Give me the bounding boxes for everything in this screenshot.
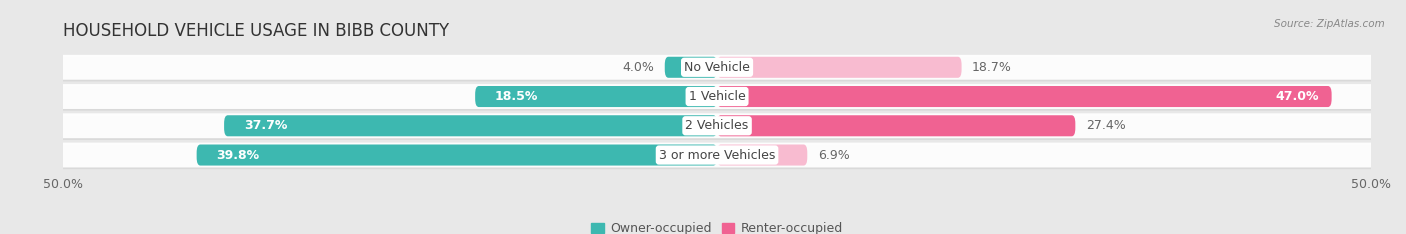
Text: 37.7%: 37.7% — [243, 119, 287, 132]
FancyBboxPatch shape — [56, 113, 1378, 138]
Text: 6.9%: 6.9% — [818, 149, 849, 161]
Text: No Vehicle: No Vehicle — [685, 61, 749, 74]
Text: 18.5%: 18.5% — [495, 90, 538, 103]
FancyBboxPatch shape — [56, 115, 1378, 140]
FancyBboxPatch shape — [197, 144, 717, 166]
FancyBboxPatch shape — [665, 57, 717, 78]
Text: 1 Vehicle: 1 Vehicle — [689, 90, 745, 103]
FancyBboxPatch shape — [56, 86, 1378, 111]
FancyBboxPatch shape — [224, 115, 717, 136]
FancyBboxPatch shape — [717, 144, 807, 166]
Text: 39.8%: 39.8% — [217, 149, 259, 161]
Text: 27.4%: 27.4% — [1085, 119, 1126, 132]
FancyBboxPatch shape — [56, 143, 1378, 168]
FancyBboxPatch shape — [56, 144, 1378, 169]
Text: 4.0%: 4.0% — [623, 61, 654, 74]
Text: 2 Vehicles: 2 Vehicles — [686, 119, 748, 132]
Text: 3 or more Vehicles: 3 or more Vehicles — [659, 149, 775, 161]
FancyBboxPatch shape — [717, 57, 962, 78]
FancyBboxPatch shape — [56, 55, 1378, 80]
Text: 47.0%: 47.0% — [1275, 90, 1319, 103]
FancyBboxPatch shape — [717, 115, 1076, 136]
Legend: Owner-occupied, Renter-occupied: Owner-occupied, Renter-occupied — [586, 217, 848, 234]
Text: 18.7%: 18.7% — [972, 61, 1012, 74]
FancyBboxPatch shape — [475, 86, 717, 107]
FancyBboxPatch shape — [56, 84, 1378, 109]
FancyBboxPatch shape — [717, 86, 1331, 107]
FancyBboxPatch shape — [56, 57, 1378, 81]
Text: HOUSEHOLD VEHICLE USAGE IN BIBB COUNTY: HOUSEHOLD VEHICLE USAGE IN BIBB COUNTY — [63, 22, 450, 40]
Text: Source: ZipAtlas.com: Source: ZipAtlas.com — [1274, 19, 1385, 29]
